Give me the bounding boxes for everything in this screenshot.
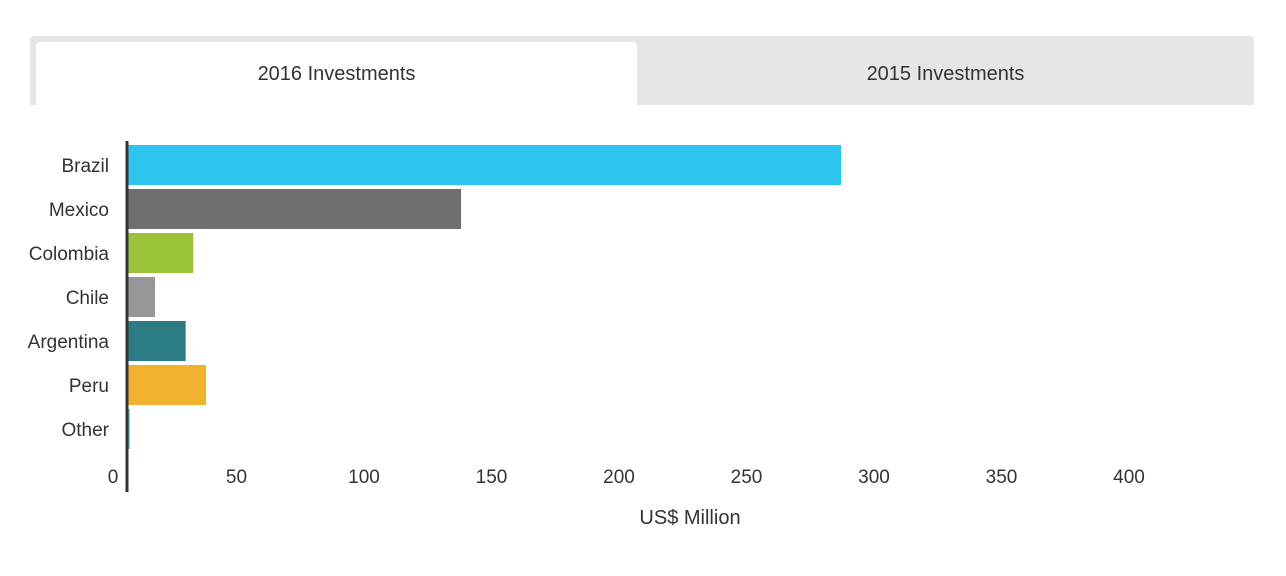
tab-bar: 2016 Investments 2015 Investments — [30, 36, 1254, 105]
x-tick-label-100: 100 — [348, 467, 380, 488]
bar-argentina — [127, 321, 186, 361]
x-tick-label-150: 150 — [476, 467, 508, 488]
bar-chile — [127, 277, 156, 317]
tab-2015-investments[interactable]: 2015 Investments — [637, 42, 1254, 105]
bar-colombia — [127, 233, 194, 273]
category-label-mexico: Mexico — [49, 200, 109, 221]
tab-2015-investments-label: 2015 Investments — [866, 63, 1025, 85]
tab-2016-investments-label: 2016 Investments — [257, 63, 416, 85]
category-label-other: Other — [61, 420, 109, 441]
x-tick-label-200: 200 — [603, 467, 635, 488]
x-tick-labels: 0 50 100 150 200 250 300 350 400 — [108, 467, 1145, 488]
x-tick-label-400: 400 — [1113, 467, 1145, 488]
bar-peru — [127, 365, 207, 405]
category-labels: Brazil Mexico Colombia Chile Argentina Peru Ot… — [28, 156, 110, 441]
bars-group — [127, 145, 841, 449]
category-label-chile: Chile — [66, 288, 109, 309]
tab-2016-investments[interactable]: 2016 Investments — [36, 42, 637, 105]
x-tick-label-300: 300 — [858, 467, 890, 488]
x-tick-label-0: 0 — [108, 467, 119, 488]
x-axis-title: US$ Million — [639, 507, 740, 529]
bar-brazil — [127, 145, 841, 185]
x-tick-label-50: 50 — [226, 467, 247, 488]
category-label-argentina: Argentina — [28, 332, 110, 353]
category-label-colombia: Colombia — [29, 244, 110, 265]
x-tick-label-350: 350 — [986, 467, 1018, 488]
bar-mexico — [127, 189, 462, 229]
category-label-brazil: Brazil — [61, 156, 109, 177]
x-tick-label-250: 250 — [731, 467, 763, 488]
category-label-peru: Peru — [69, 376, 109, 397]
